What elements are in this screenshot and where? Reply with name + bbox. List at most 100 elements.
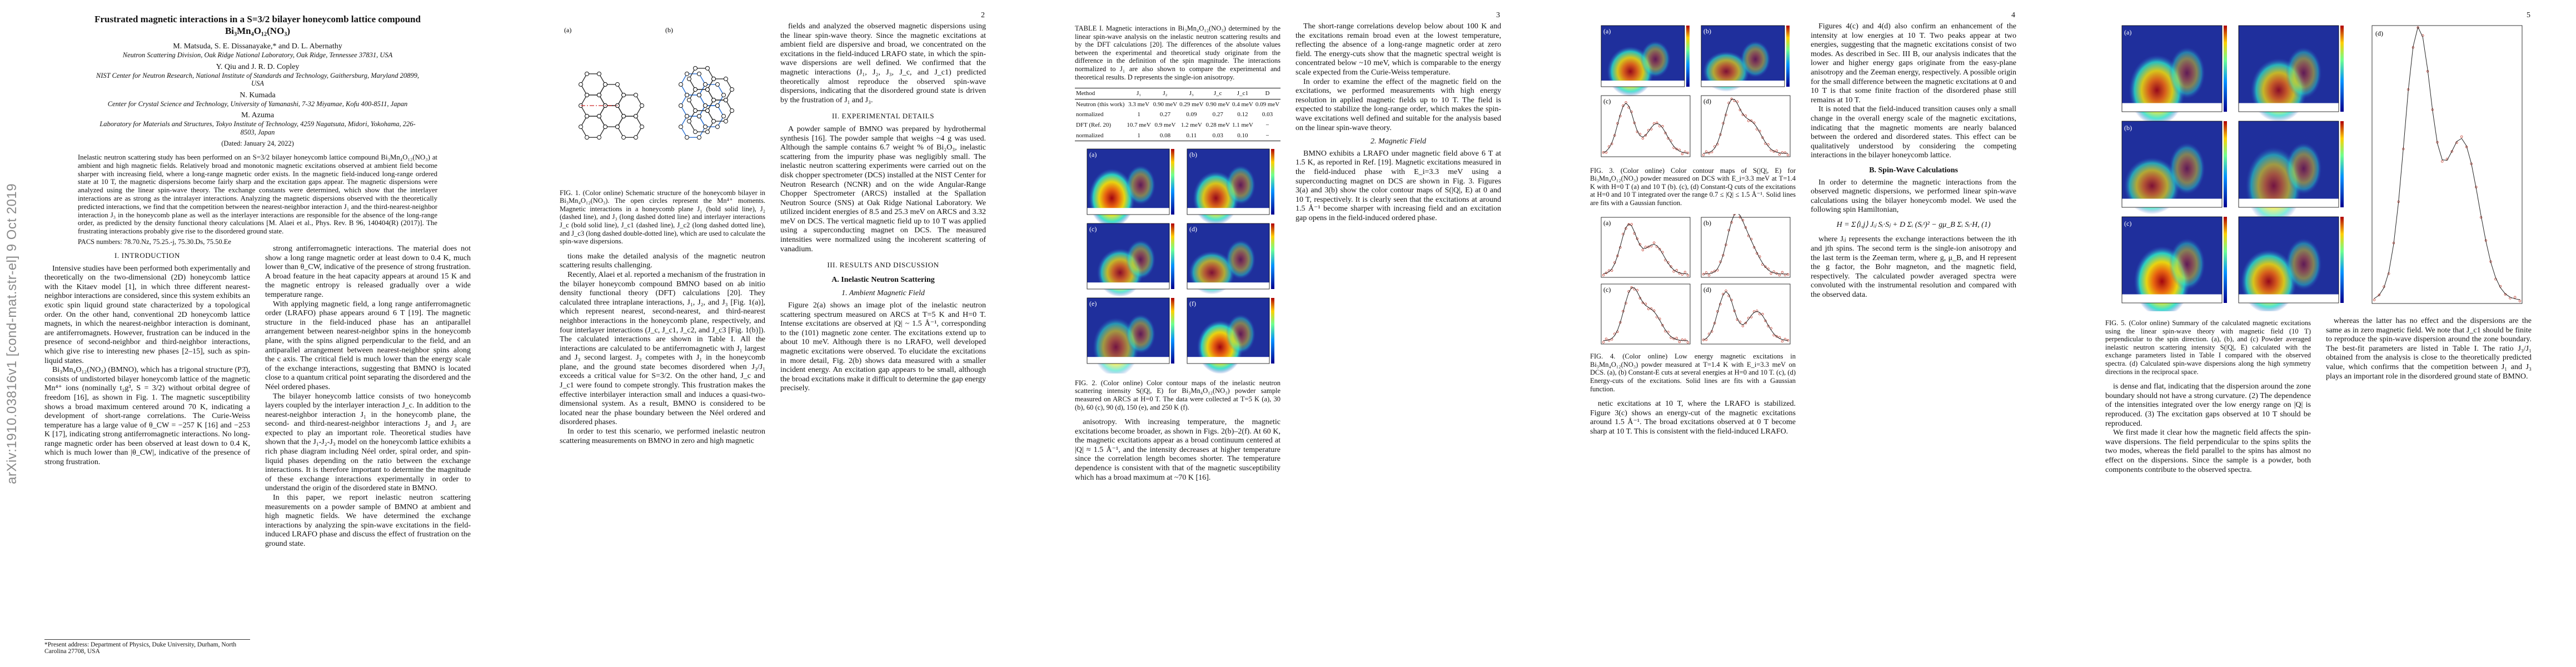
mn-site — [597, 71, 601, 76]
panel-label: (a) — [2124, 28, 2131, 36]
data-point — [1616, 254, 1619, 257]
honeycomb-bond — [617, 116, 642, 138]
mn-site — [703, 103, 707, 108]
page: 2 (a) (b) FIG. 1. (Color online) Schemati… — [515, 0, 1030, 667]
mn-site — [703, 125, 707, 130]
mn-site — [715, 125, 720, 130]
data-point — [1781, 271, 1784, 273]
colormap-feature — [2285, 47, 2322, 99]
data-point — [1681, 152, 1684, 156]
paragraph: strong antiferromagnetic interactions. T… — [265, 245, 471, 299]
mn-site — [721, 114, 726, 119]
data-point — [1607, 339, 1611, 342]
mn-site — [705, 108, 710, 113]
column: strong antiferromagnetic interactions. T… — [265, 245, 471, 656]
colormap-mask — [1601, 81, 1685, 87]
data-point — [1630, 286, 1633, 288]
colorbar — [1686, 26, 1690, 87]
mn-site — [705, 66, 710, 71]
paragraph: is dense and flat, indicating that the d… — [2105, 382, 2311, 428]
column: The short-range correlations develop bel… — [1296, 22, 1501, 661]
mn-site — [724, 98, 728, 102]
table-cell: 1 — [1137, 132, 1140, 139]
colormap-feature — [1125, 165, 1155, 205]
colorbar — [1271, 298, 1274, 364]
table-cell: 0.28 meV — [1205, 121, 1230, 128]
table-cell: 0.03 — [1212, 132, 1223, 139]
table-cell: Neutron (this work) — [1076, 101, 1125, 108]
table-cell: 0.27 — [1212, 111, 1223, 118]
mn-site — [621, 135, 626, 140]
section-heading: III. RESULTS AND DISCUSSION — [827, 261, 939, 270]
page: 3 TABLE I. Magnetic interactions in Bi₃M… — [1030, 0, 1546, 667]
mn-site — [685, 92, 689, 97]
mn-site — [715, 82, 720, 87]
data-point — [1641, 137, 1645, 140]
data-point — [2450, 150, 2453, 153]
mn-site — [705, 87, 710, 92]
table-cell: 0.10 — [1237, 132, 1248, 139]
axes-frame — [1601, 25, 1685, 87]
fit-line — [1703, 291, 1788, 341]
paragraph: In this paper, we report inelastic neutr… — [265, 494, 471, 548]
column: fields and analyzed the observed magneti… — [780, 22, 986, 661]
colorbar — [1171, 223, 1174, 290]
data-point — [1713, 270, 1716, 272]
colormap-feature — [1740, 41, 1771, 78]
axes-frame — [1601, 283, 1691, 344]
figure: (a) (b) (c) (d) — [1601, 210, 1791, 344]
mn-site — [705, 130, 710, 135]
paragraph: BMNO exhibits a LRAFO under magnetic fie… — [1296, 149, 1501, 222]
mn-site — [693, 87, 697, 92]
data-point — [2373, 298, 2376, 301]
paragraph: tions make the detailed analysis of the … — [560, 252, 765, 270]
colormap-feature — [2169, 142, 2205, 195]
date: (Dated: January 24, 2022) — [221, 140, 294, 147]
figure-caption: FIG. 5. (Color online) Summary of the ca… — [2105, 319, 2311, 376]
mn-site — [721, 92, 726, 97]
mn-site — [697, 135, 701, 140]
colormap-feature — [1640, 41, 1671, 78]
honeycomb-bond — [580, 73, 606, 96]
mn-site — [685, 71, 689, 76]
front-matter: Frustrated magnetic interactions in a S=… — [44, 13, 471, 248]
affiliation: Center for Crystal Science and Technolog… — [107, 99, 408, 108]
colormap-feature — [1225, 165, 1255, 205]
mn-site — [634, 114, 638, 119]
arxiv-stamp: arXiv:1910.03816v1 [cond-mat.str-el] 9 O… — [4, 183, 19, 484]
colormap-feature — [2169, 238, 2205, 290]
data-point — [1686, 341, 1690, 344]
fit-line — [1603, 287, 1688, 341]
mn-site — [697, 71, 701, 76]
figure: (a) (b) (c) (d) (e) (f) — [1087, 148, 1274, 377]
mn-site — [585, 135, 589, 140]
data-point — [1602, 151, 1605, 154]
axes-frame — [2238, 121, 2339, 208]
mn-site — [711, 98, 716, 102]
panel-label: (b) — [1703, 27, 1711, 35]
table-cell: − — [1265, 132, 1269, 139]
honeycomb-bond — [689, 68, 714, 90]
data-point — [1775, 335, 1778, 337]
data-point — [1756, 309, 1758, 312]
colormap-feature — [1125, 314, 1155, 354]
panel-label: (d) — [1703, 97, 1711, 105]
data-point — [1781, 340, 1784, 342]
colorbar — [1786, 26, 1790, 87]
data-point — [1778, 153, 1781, 156]
panel-label: (b) — [2124, 124, 2132, 132]
axes-frame — [1601, 217, 1691, 277]
equation: H = Σ⟨i,j⟩ Jᵢⱼ Sᵢ·Sⱼ + D Σᵢ (Sᵢᶻ)² − gμ_… — [1836, 220, 1991, 229]
mn-site — [711, 76, 716, 81]
mn-site — [585, 114, 589, 119]
paragraph: In order to determine the magnetic inter… — [1811, 178, 2016, 215]
data-point — [1683, 338, 1687, 341]
data-point — [1702, 338, 1705, 341]
panel-label: (e) — [1089, 300, 1097, 307]
page-number: 2 — [981, 11, 985, 19]
axes-frame — [1187, 148, 1270, 215]
mn-site — [679, 103, 683, 108]
table-cell: normalized — [1076, 111, 1104, 118]
paragraph: The bilayer honeycomb lattice consists o… — [265, 392, 471, 493]
